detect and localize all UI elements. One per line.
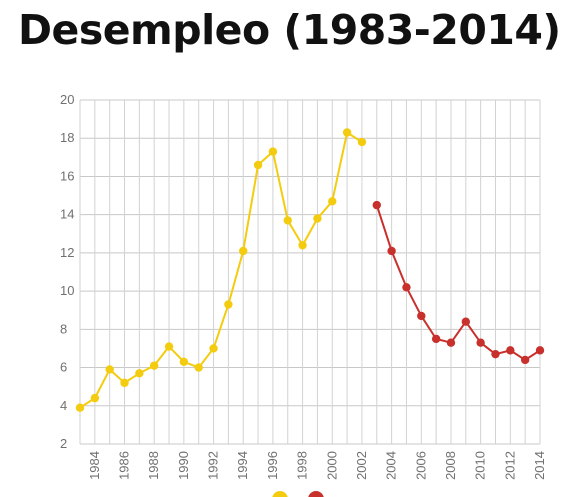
series-2-point [387, 246, 396, 256]
y-tick-label: 18 [60, 130, 74, 145]
grid [79, 99, 541, 445]
y-axis-ticks: 2 4 6 8 10 12 14 16 18 20 [60, 92, 74, 451]
series-2-point [491, 349, 500, 359]
x-tick-label: 2004 [384, 451, 399, 480]
x-tick-label: 2000 [324, 451, 339, 480]
series-2-point [520, 355, 530, 365]
x-tick-label: 2014 [532, 451, 547, 480]
x-tick-label: 1984 [87, 451, 102, 480]
series-1-point [209, 344, 218, 353]
series-1-point [179, 357, 189, 367]
legend-marker-series-1[interactable] [272, 491, 288, 497]
series-lines [79, 131, 541, 409]
series-1-point [342, 128, 352, 137]
y-tick-label: 2 [60, 436, 67, 451]
series-1-point [253, 160, 263, 170]
y-tick-label: 8 [60, 321, 67, 336]
series-2-point [417, 311, 426, 321]
series-1-point [298, 241, 307, 250]
y-tick-label: 4 [60, 398, 67, 413]
series-2-point [506, 346, 515, 355]
series-2-point [461, 317, 471, 326]
series-1-point [328, 197, 337, 206]
legend-marker-series-2[interactable] [308, 491, 324, 497]
x-tick-label: 1990 [176, 451, 191, 480]
series-1-point [164, 342, 174, 351]
x-tick-label: 2002 [354, 451, 369, 480]
x-tick-label: 2012 [502, 451, 517, 480]
series-2-point [446, 338, 456, 347]
data-points [75, 128, 545, 412]
series-1-point [224, 300, 233, 309]
series-2-line [375, 204, 541, 361]
series-1-point [239, 246, 248, 256]
x-tick-label: 1988 [146, 451, 161, 480]
series-2-point [372, 200, 381, 210]
series-1-point [268, 147, 278, 156]
y-tick-label: 12 [60, 245, 74, 260]
x-tick-label: 2006 [413, 451, 428, 480]
y-tick-label: 14 [60, 207, 74, 222]
x-tick-label: 1998 [295, 451, 310, 480]
x-tick-label: 1994 [235, 451, 250, 480]
series-1-point [105, 365, 114, 374]
x-tick-label: 2010 [473, 451, 488, 480]
y-tick-label: 16 [60, 168, 74, 183]
series-2-point [402, 283, 411, 292]
chart-title: Desempleo (1983-2014) [18, 6, 561, 54]
series-1-point [357, 137, 367, 147]
series-1-point [75, 403, 85, 412]
series-1-point [120, 378, 129, 388]
series-1-point [194, 363, 203, 372]
series-2-point [476, 338, 485, 347]
x-tick-label: 1996 [265, 451, 280, 480]
series-1-line [79, 131, 363, 409]
y-tick-label: 6 [60, 360, 67, 375]
x-tick-label: 1992 [206, 451, 221, 480]
series-1-point [313, 214, 322, 223]
legend[interactable] [272, 491, 324, 497]
series-1-point [135, 369, 144, 378]
x-axis-ticks: 1984 1986 1988 1990 1992 1994 1996 1998 2000 2002… [87, 451, 547, 480]
series-1-point [283, 216, 292, 225]
x-tick-label: 2008 [443, 451, 458, 480]
series-2-point [431, 334, 441, 344]
y-tick-label: 20 [60, 92, 74, 107]
x-tick-label: 1986 [117, 451, 132, 480]
series-2-point [535, 346, 545, 355]
series-1-point [149, 361, 159, 370]
y-tick-label: 10 [60, 283, 74, 298]
series-1-point [90, 393, 100, 403]
